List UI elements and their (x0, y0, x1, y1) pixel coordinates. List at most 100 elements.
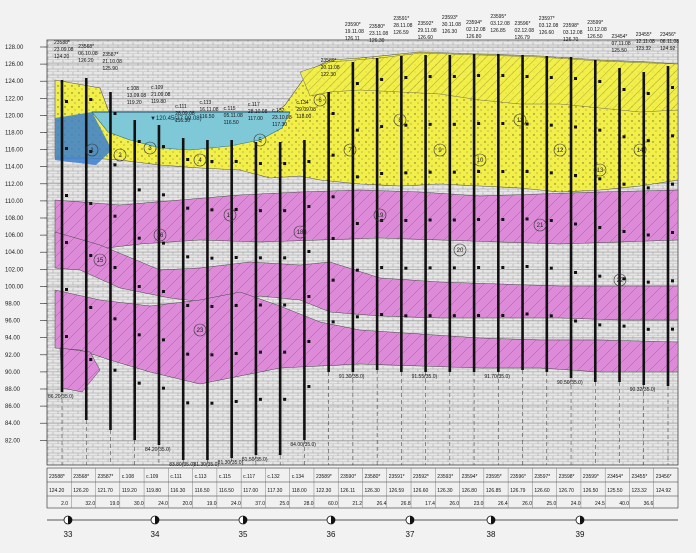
table-id-cell: с.113 (195, 474, 207, 480)
sample-marker (283, 162, 287, 165)
layer-number: 11 (513, 113, 527, 127)
table-id-cell: 23597* (534, 474, 550, 480)
borehole-id: 23454* (612, 34, 628, 40)
sample-marker (210, 160, 214, 163)
sample-marker (404, 76, 408, 79)
bottom-depth-label: 81.30(35.0) (193, 462, 219, 468)
sample-marker (646, 327, 650, 331)
sample-marker (210, 256, 214, 260)
sample-marker (283, 209, 287, 213)
table-id-cell: с.134 (292, 474, 304, 480)
table-elev-cell: 126.59 (389, 488, 405, 494)
svg-text:6: 6 (318, 98, 322, 104)
table-elev-cell: 126.20 (73, 488, 89, 494)
table-distance-cell: 26.4 (498, 501, 508, 507)
table-id-cell: 23595* (486, 474, 502, 480)
sample-marker (65, 194, 68, 197)
sample-marker (161, 193, 165, 197)
table-distance-cell: 2.0 (61, 501, 68, 507)
bottom-depth-label: 91.30(35.0) (339, 374, 365, 380)
sample-marker (671, 327, 674, 331)
table-elev-cell: 118.00 (292, 488, 307, 494)
table-distance-cell: 36.6 (644, 501, 654, 507)
layer-number: 1 (85, 143, 99, 157)
bottom-depth-label: 86.20(35.0) (48, 394, 74, 400)
sample-marker (501, 266, 505, 269)
layer-number: 5 (253, 133, 267, 147)
svg-text:9: 9 (438, 148, 442, 154)
sample-marker (234, 208, 238, 211)
layer-number: 6 (313, 93, 327, 107)
bottom-depth-label: 91.55(35.0) (412, 374, 438, 380)
borehole-id: 23590* (345, 22, 361, 28)
sample-marker (307, 340, 311, 343)
table-id-cell: с.108 (122, 474, 134, 480)
sample-marker (186, 255, 190, 259)
borehole-date: 28.11.08 (393, 23, 412, 29)
table-elev-cell: 126.30 (365, 488, 381, 494)
sample-marker (380, 313, 384, 316)
svg-text:22: 22 (617, 278, 624, 284)
sample-marker (307, 205, 311, 208)
borehole-id: 23593* (442, 15, 458, 21)
sample-marker (355, 82, 359, 85)
bottom-depth-label: 81.30(35.0) (218, 460, 244, 466)
table-id-cell: с.111 (170, 474, 182, 480)
sample-marker (331, 237, 335, 240)
borehole-id: 23456* (660, 32, 676, 38)
borehole-elevation: 118.00 (296, 114, 311, 120)
table-id-cell: 23594* (462, 474, 478, 480)
sample-marker (137, 285, 141, 288)
sample-marker (234, 400, 238, 403)
borehole-date: 07.11.08 (612, 41, 631, 47)
table-distance-cell: 20.0 (182, 501, 192, 507)
svg-text:21: 21 (537, 223, 544, 229)
elevation-tick-label: 92.00 (5, 353, 21, 359)
sample-marker (404, 219, 408, 222)
borehole-elevation: 126.30 (442, 29, 458, 35)
svg-text:2: 2 (118, 153, 122, 159)
sample-marker (525, 122, 529, 126)
bottom-depth-label: 91.70(35.0) (484, 374, 510, 380)
station-label: 33 (64, 530, 73, 539)
table-distance-cell: 26.4 (377, 501, 387, 507)
layer-number: 2 (113, 148, 127, 162)
elevation-tick-label: 120.00 (5, 113, 24, 119)
table-elev-cell: 126.60 (413, 488, 429, 494)
elevation-tick-label: 100.00 (5, 284, 24, 290)
table-distance-cell: 25.0 (280, 501, 290, 507)
sample-marker (380, 266, 384, 269)
station-marker: 35 (239, 515, 248, 539)
water-level-label: ▼120.45(27.09.08) (150, 116, 202, 122)
borehole-date: 05.11.08 (224, 113, 243, 119)
table-distance-cell: 23.0 (474, 501, 484, 507)
borehole-id: с.117 (248, 102, 260, 108)
elevation-tick-label: 96.00 (5, 319, 21, 325)
sample-marker (671, 134, 674, 138)
station-marker: 38 (487, 515, 496, 539)
sample-marker (501, 74, 505, 77)
borehole-date: 30.11.08 (442, 22, 461, 28)
sample-marker (380, 172, 384, 175)
sample-marker (671, 279, 674, 283)
borehole-id: с.111 (175, 104, 187, 110)
layer-number: 14 (633, 143, 647, 157)
hatched-top-layer (299, 52, 679, 113)
sample-marker (428, 266, 432, 270)
borehole-date: 13.09.08 (127, 93, 147, 99)
sample-marker (113, 163, 117, 167)
sample-marker (501, 122, 505, 125)
layer-number: 23 (193, 323, 207, 337)
borehole-elevation: 119.80 (151, 99, 166, 105)
sample-marker (501, 314, 505, 317)
svg-text:3: 3 (148, 146, 152, 152)
sample-marker (549, 266, 553, 270)
table-elev-cell: 123.32 (631, 488, 647, 494)
sample-marker (355, 268, 359, 272)
sample-marker (137, 381, 141, 385)
